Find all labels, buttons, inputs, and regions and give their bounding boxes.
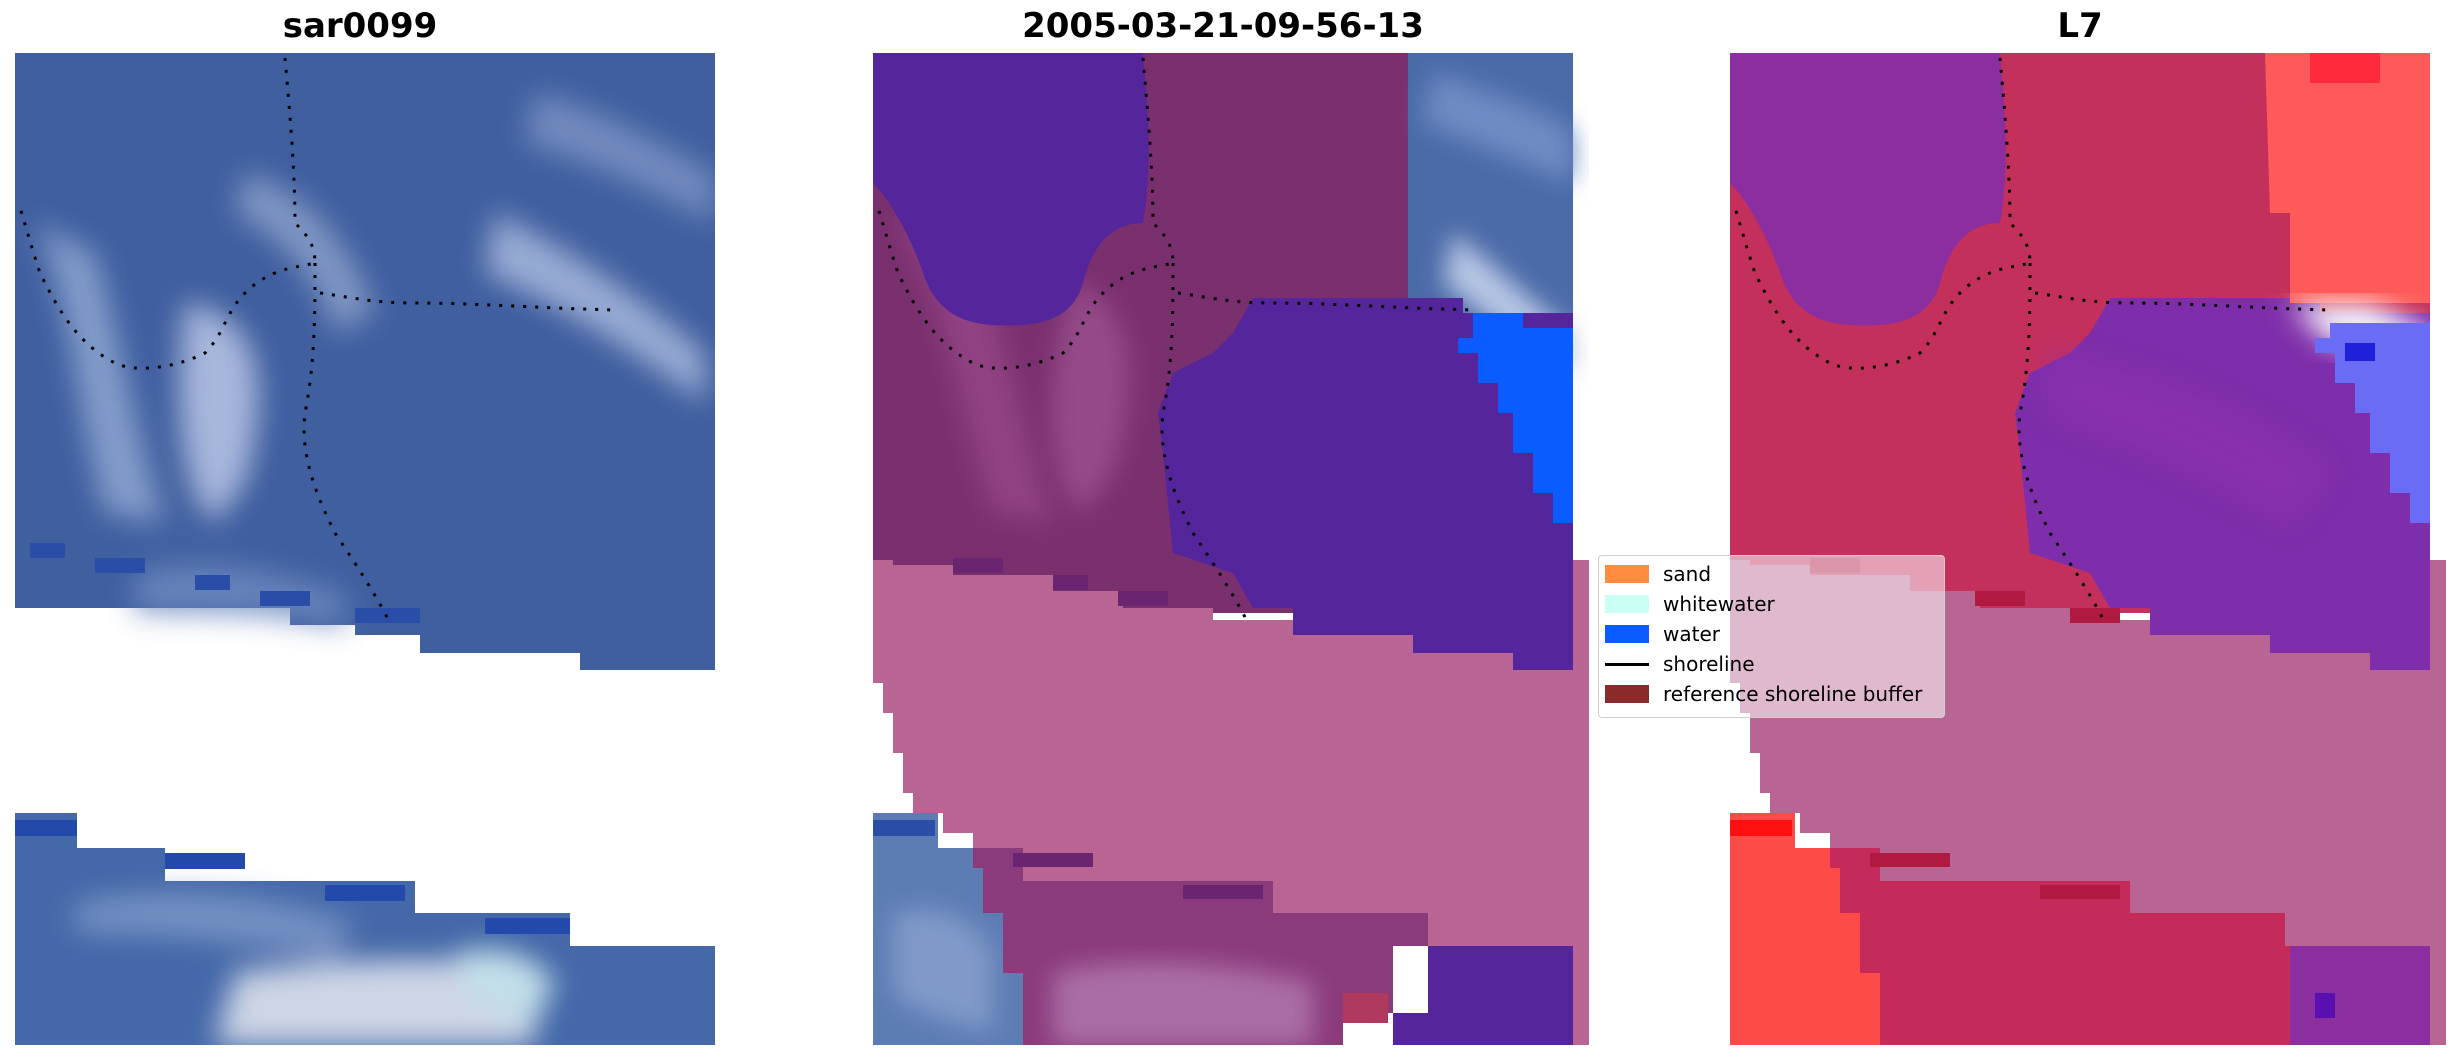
legend-item-water: water	[1605, 620, 1720, 648]
panel-title-classified: 2005-03-21-09-56-13	[1022, 6, 1424, 46]
legend-item-reference-buffer: reference shoreline buffer	[1605, 680, 1922, 708]
classified-image	[873, 53, 1589, 1045]
rgb-image-panel	[15, 53, 715, 1045]
index-image	[1730, 53, 2446, 1045]
legend-label: whitewater	[1663, 592, 1775, 616]
legend-swatch-water	[1605, 625, 1649, 643]
legend-swatch-sand	[1605, 565, 1649, 583]
legend-swatch-whitewater	[1605, 595, 1649, 613]
legend-label: shoreline	[1663, 652, 1755, 676]
panel-title-index: L7	[2057, 6, 2103, 46]
index-image-panel	[1730, 53, 2446, 1045]
legend-label: sand	[1663, 562, 1712, 586]
legend-label: reference shoreline buffer	[1663, 682, 1923, 706]
legend: sand whitewater water shoreline referenc…	[1598, 555, 1945, 718]
legend-label: water	[1663, 622, 1720, 646]
rgb-image	[15, 53, 715, 1045]
legend-item-whitewater: whitewater	[1605, 590, 1775, 618]
classified-image-panel	[873, 53, 1589, 1045]
legend-item-shoreline: shoreline	[1605, 650, 1755, 678]
legend-item-sand: sand	[1605, 560, 1711, 588]
legend-swatch-reference-buffer	[1605, 685, 1649, 703]
legend-line-shoreline	[1605, 662, 1649, 666]
panel-title-rgb: sar0099	[282, 6, 438, 46]
